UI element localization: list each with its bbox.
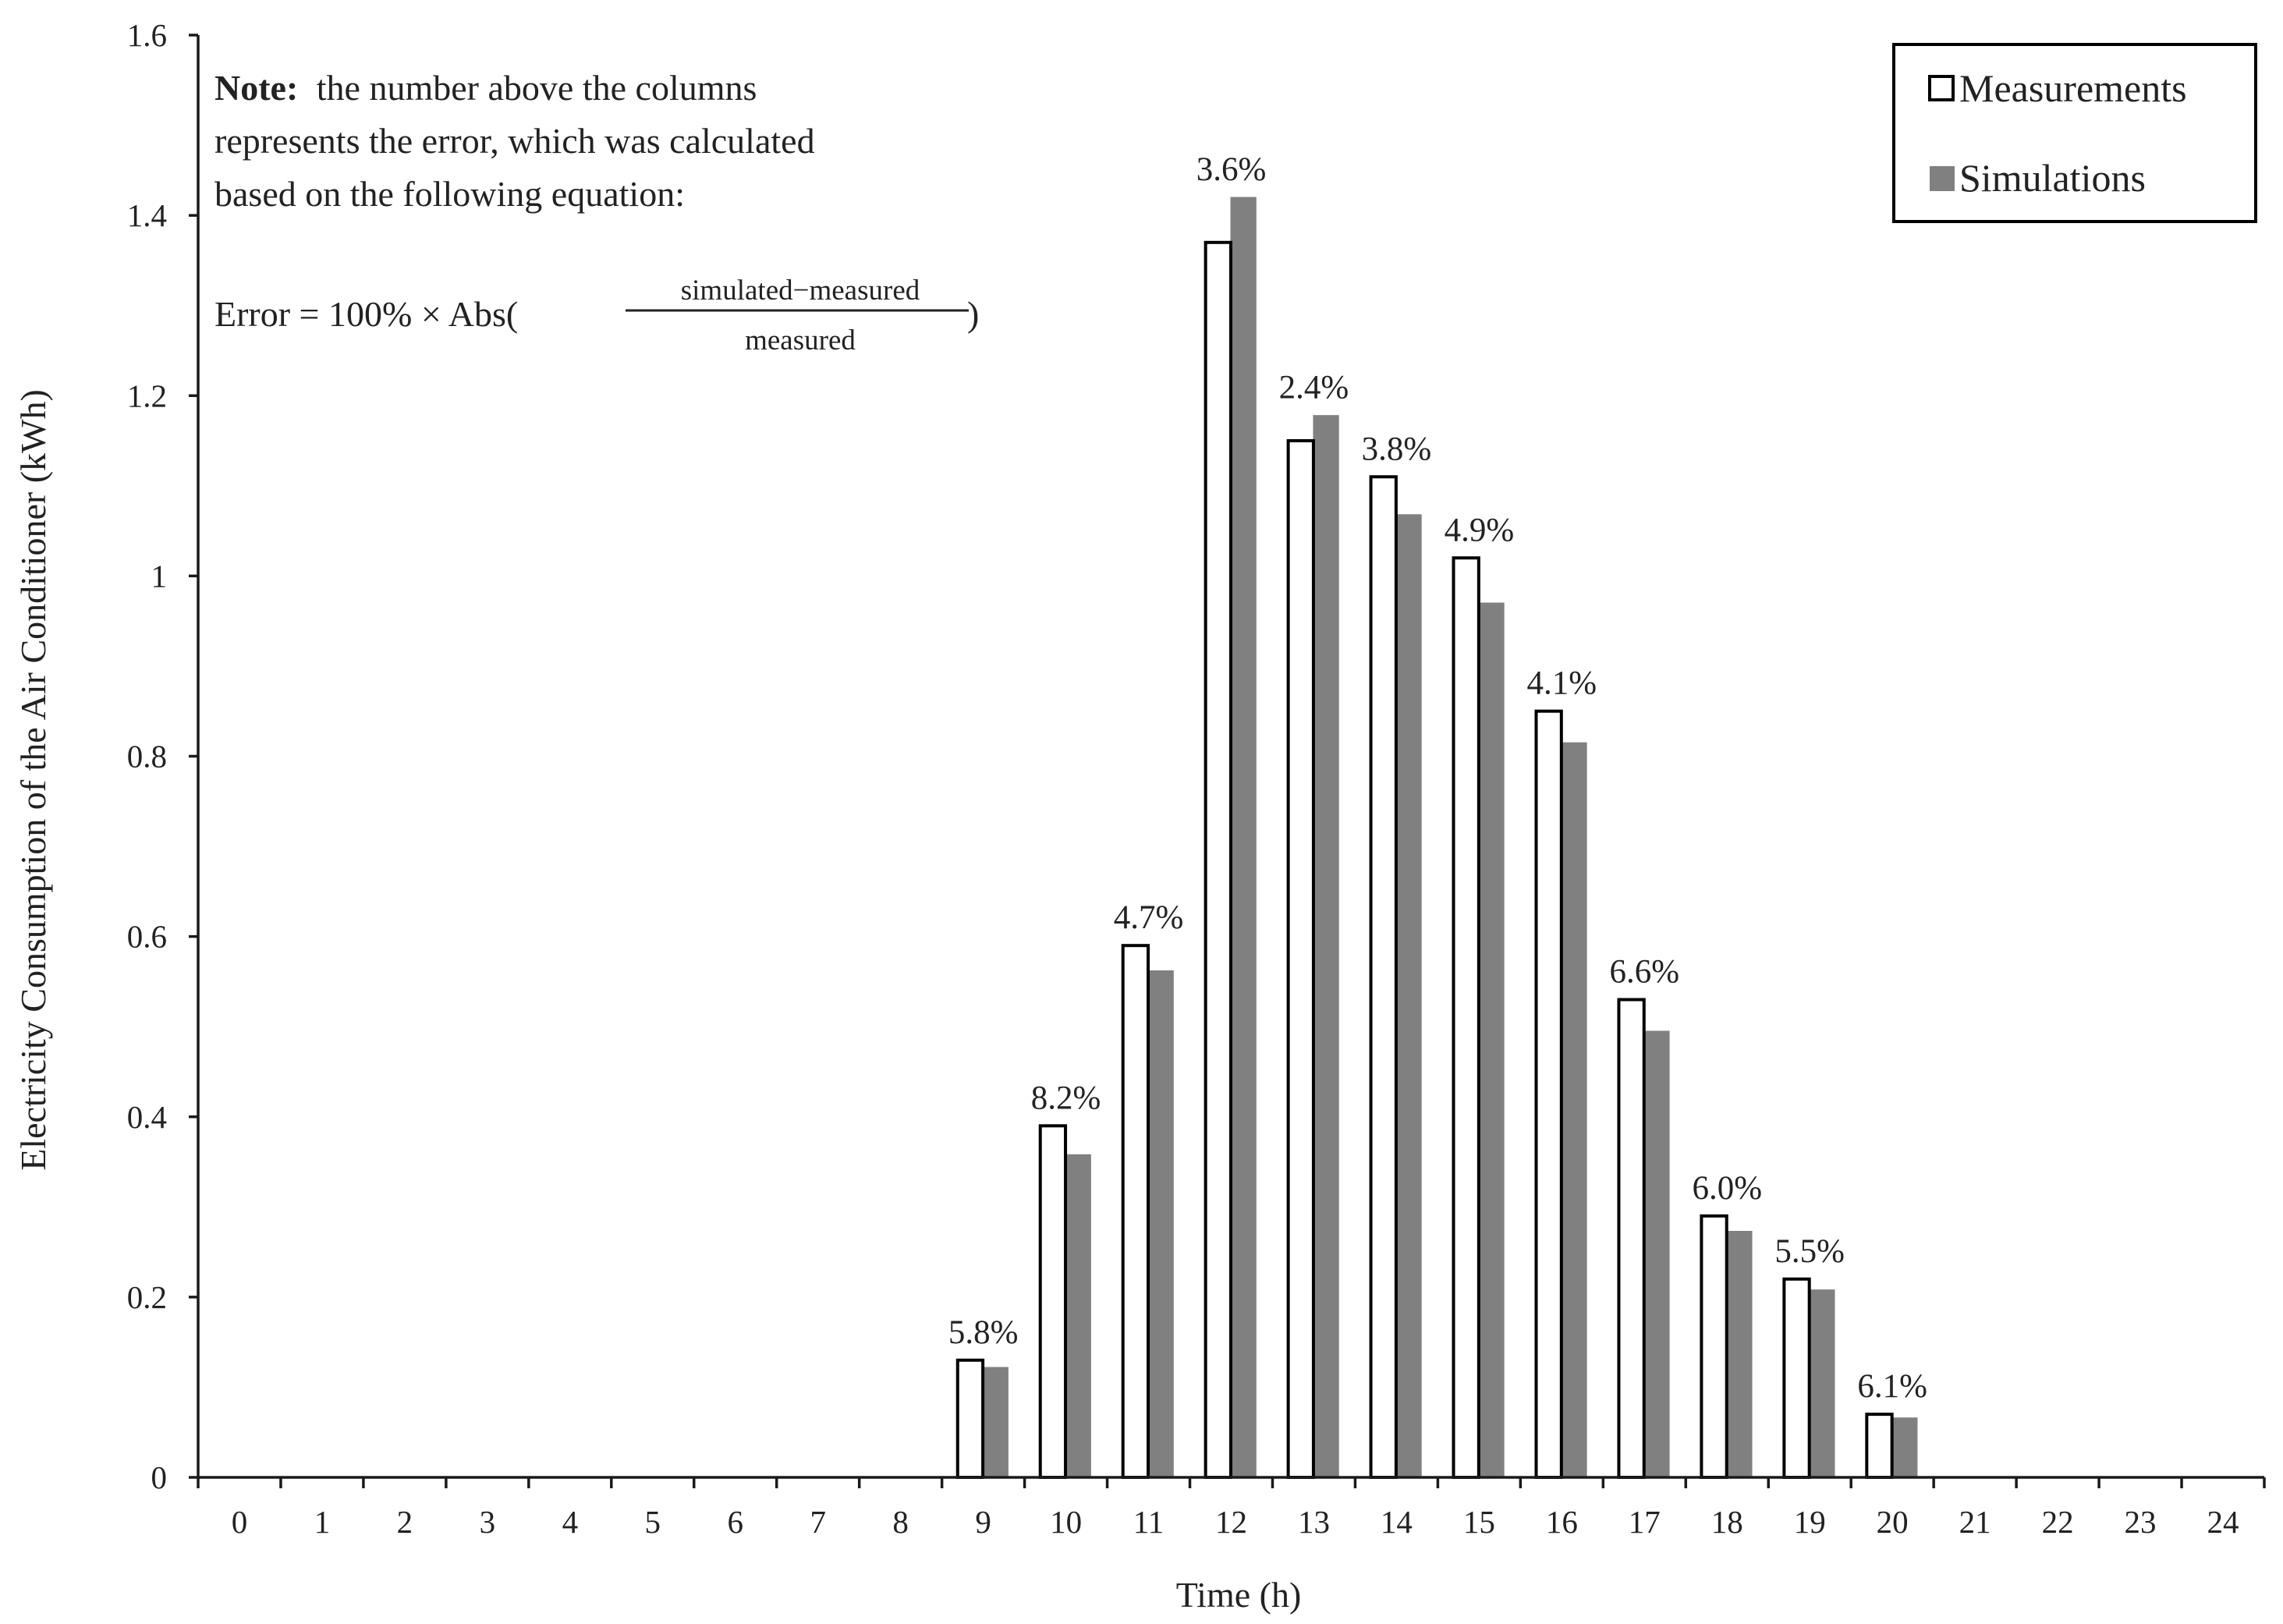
error-label: 5.8% [948,1314,1019,1351]
error-label: 4.7% [1114,899,1184,936]
legend-swatch-simulations [1930,166,1955,191]
bar-measurements [1121,944,1150,1479]
bar-measurements [1452,556,1480,1480]
equation-suffix: ) [967,294,979,334]
y-tick-label: 0.4 [127,1099,167,1135]
bar-simulations [1147,970,1174,1478]
equation-denominator: measured [745,324,856,356]
bar-measurements [1865,1413,1894,1479]
x-tick-label: 14 [1381,1504,1413,1540]
bars-group [955,197,1918,1480]
x-tick-label: 13 [1298,1504,1330,1540]
x-tick-label: 11 [1133,1504,1164,1540]
error-label: 2.4% [1279,370,1349,406]
bar-measurements [1204,240,1232,1480]
bar-measurements [1369,475,1398,1479]
y-axis-title: Electricity Consumption of the Air Condi… [13,389,53,1171]
y-tick-label: 1 [151,558,168,594]
bar-measurements [1534,709,1563,1479]
y-tick-label: 1.4 [127,197,167,233]
bar-measurements [1038,1124,1068,1480]
error-label: 4.1% [1527,665,1597,702]
legend-swatch-measurements [1928,75,1955,101]
x-tick-label: 24 [2207,1504,2239,1540]
bar-simulations [1891,1417,1918,1478]
bar-simulations [1478,602,1505,1478]
error-label: 3.8% [1362,431,1432,467]
y-tick-label: 1.2 [127,378,167,413]
error-label: 3.6% [1196,151,1267,188]
x-tick-label: 6 [727,1504,743,1540]
error-labels-group: 5.8% 8.2% 4.7% 3.6% 2.4% 3.8% 4.9% 4.1% 6.6% 6.0%… [948,151,1927,1405]
y-tick-label: 0.2 [127,1279,167,1315]
note-line-2: represents the error, which was calculat… [214,121,815,161]
x-tick-label: 22 [2042,1504,2074,1540]
error-label: 6.0% [1692,1170,1762,1207]
bar-measurements [1700,1214,1728,1480]
x-tick-label: 15 [1463,1504,1495,1540]
x-tick-label: 20 [1877,1504,1909,1540]
x-tick-label: 10 [1050,1504,1082,1540]
equation-prefix: Error = 100% × Abs( [214,294,518,334]
x-tick-label: 9 [975,1504,991,1540]
y-tick-label: 0.6 [127,919,167,955]
bar-simulations [1313,415,1339,1478]
error-label: 6.6% [1610,954,1680,991]
bar-measurements [1617,998,1646,1480]
x-tick-label: 21 [1959,1504,1991,1540]
bar-simulations [1643,1030,1670,1478]
x-axis-title: Time (h) [1176,1575,1302,1615]
note-annotation: Note: the number above the columns repre… [214,68,979,356]
legend: Measurements Simulations [1892,43,2257,223]
x-tick-label: 3 [480,1504,496,1540]
x-tick-label: 1 [314,1504,331,1540]
x-tick-label: 16 [1546,1504,1578,1540]
x-tick-label: 8 [892,1504,909,1540]
bar-simulations [1809,1289,1835,1478]
note-line-3: based on the following equation: [214,174,685,214]
x-tick-label: 17 [1629,1504,1661,1540]
legend-label-measurements: Measurements [1959,66,2187,110]
bar-measurements [955,1358,985,1480]
y-tick-label: 0.8 [127,739,167,775]
error-label: 4.9% [1445,512,1515,548]
note-line-1-text: the number above the columns [317,68,757,108]
y-tick-label: 1.6 [127,17,167,53]
y-tick-label: 0 [151,1459,168,1495]
x-tick-label: 0 [232,1504,248,1540]
error-label: 5.5% [1774,1233,1845,1270]
bar-measurements [1782,1277,1811,1479]
legend-box [1892,43,2257,223]
y-ticks-group: 0 0.2 0.4 0.6 0.8 1 1.2 1.4 1.6 [127,17,198,1495]
x-tick-label: 23 [2125,1504,2157,1540]
equation-numerator: simulated−measured [681,275,920,307]
x-tick-label: 2 [397,1504,413,1540]
bar-simulations [1561,742,1587,1478]
bar-simulations [1726,1231,1753,1478]
x-tick-label: 5 [645,1504,661,1540]
bar-simulations [1230,197,1257,1478]
x-tick-label: 12 [1215,1504,1247,1540]
legend-label-simulations: Simulations [1959,156,2146,200]
x-tick-label: 19 [1794,1504,1826,1540]
bar-simulations [1395,514,1422,1478]
bar-simulations [1065,1154,1091,1478]
bar-measurements [1286,439,1315,1479]
note-bold: Note: [214,68,298,108]
note-line-1: Note: the number above the columns [214,68,757,108]
bar-simulations [982,1367,1009,1478]
x-tick-label: 7 [810,1504,826,1540]
x-tick-label: 4 [562,1504,579,1540]
x-tick-label: 18 [1711,1504,1743,1540]
x-ticks-group: 0 1 2 3 4 5 6 7 8 9 10 11 12 13 14 15 16 17 18 19 20 21 22 23 24 [197,1477,2266,1540]
error-label: 6.1% [1857,1368,1927,1405]
error-label: 8.2% [1031,1080,1101,1116]
